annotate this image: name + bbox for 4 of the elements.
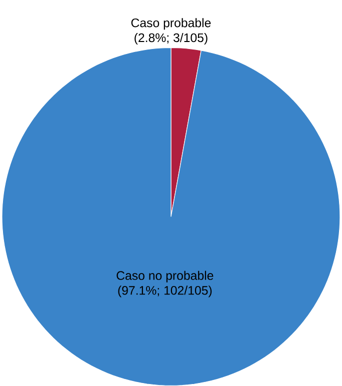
data-label: (2.8%; 3/105): [134, 32, 208, 45]
data-label: (97.1%; 102/105): [118, 286, 212, 298]
slice-label: Caso probable: [131, 18, 211, 30]
slice-label: Caso no probable: [116, 270, 214, 282]
